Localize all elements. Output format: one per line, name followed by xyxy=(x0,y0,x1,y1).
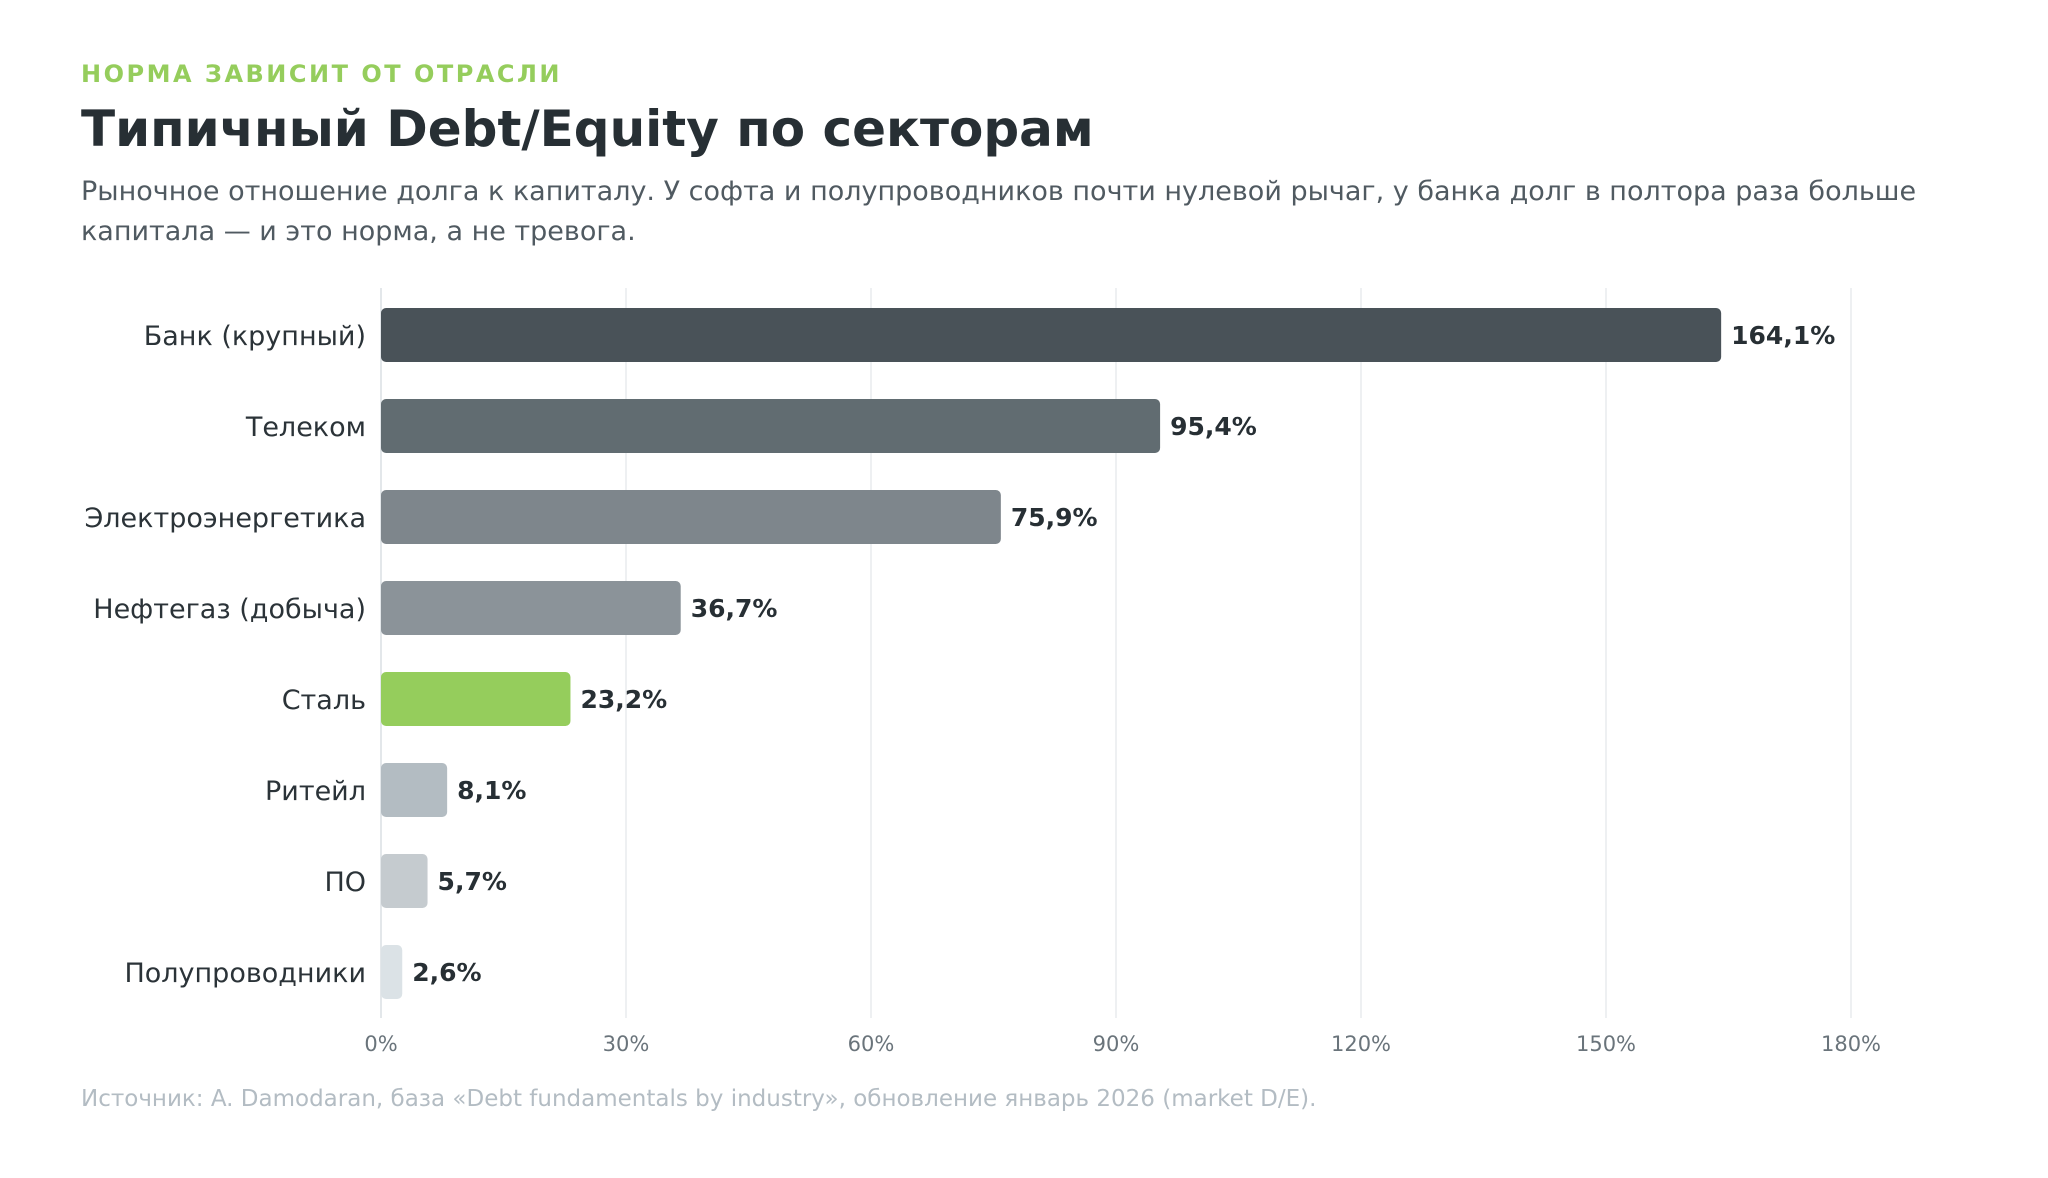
category-label: Ритейл xyxy=(265,776,366,807)
bar xyxy=(381,490,1001,544)
eyebrow-label: НОРМА ЗАВИСИТ ОТ ОТРАСЛИ xyxy=(81,60,563,88)
bars xyxy=(381,308,1722,999)
category-label: Сталь xyxy=(282,685,366,716)
value-labels: 164,1% 95,4% 75,9% 36,7% 23,2% 8,1% 5,7% 2,6% xyxy=(412,321,1835,987)
category-labels: Банк (крупный) Телеком Электроэнергетика Не… xyxy=(84,321,366,989)
category-label: Полупроводники xyxy=(124,958,366,989)
x-tick-label: 30% xyxy=(603,1032,650,1056)
value-label: 75,9% xyxy=(1011,503,1098,532)
value-label: 2,6% xyxy=(412,958,481,987)
x-tick-label: 150% xyxy=(1576,1032,1636,1056)
x-tick-labels: 0% 30% 60% 90% 120% 150% 180% xyxy=(364,1032,1881,1056)
bar xyxy=(381,672,571,726)
category-label: Электроэнергетика xyxy=(84,503,366,534)
bar xyxy=(381,854,428,908)
value-label: 36,7% xyxy=(691,594,778,623)
value-label: 95,4% xyxy=(1170,412,1257,441)
value-label: 164,1% xyxy=(1731,321,1835,350)
value-label: 5,7% xyxy=(438,867,507,896)
x-tick-label: 90% xyxy=(1093,1032,1140,1056)
value-label: 8,1% xyxy=(457,776,526,805)
value-label: 23,2% xyxy=(580,685,667,714)
category-label: ПО xyxy=(324,867,366,898)
bar xyxy=(381,399,1161,453)
bar xyxy=(381,581,681,635)
page-title: Типичный Debt/Equity по секторам xyxy=(81,100,1094,158)
x-tick-label: 0% xyxy=(364,1032,397,1056)
bar xyxy=(381,945,403,999)
category-label: Нефтегаз (добыча) xyxy=(93,594,366,625)
page-subtitle: Рыночное отношение долга к капиталу. У с… xyxy=(81,176,1917,247)
category-label: Телеком xyxy=(245,412,366,443)
x-tick-label: 120% xyxy=(1331,1032,1391,1056)
bar xyxy=(381,308,1722,362)
category-label: Банк (крупный) xyxy=(144,321,366,352)
grid-lines xyxy=(380,288,1852,1018)
bar-chart: Банк (крупный) Телеком Электроэнергетика Не… xyxy=(84,288,1881,1056)
x-tick-label: 60% xyxy=(848,1032,895,1056)
x-tick-label: 180% xyxy=(1821,1032,1881,1056)
source-note: Источник: A. Damodaran, база «Debt funda… xyxy=(81,1086,1317,1112)
bar xyxy=(381,763,448,817)
